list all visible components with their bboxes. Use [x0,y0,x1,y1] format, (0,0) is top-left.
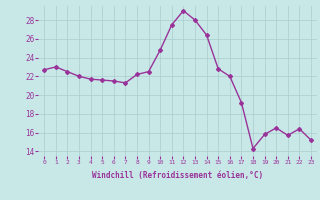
X-axis label: Windchill (Refroidissement éolien,°C): Windchill (Refroidissement éolien,°C) [92,171,263,180]
